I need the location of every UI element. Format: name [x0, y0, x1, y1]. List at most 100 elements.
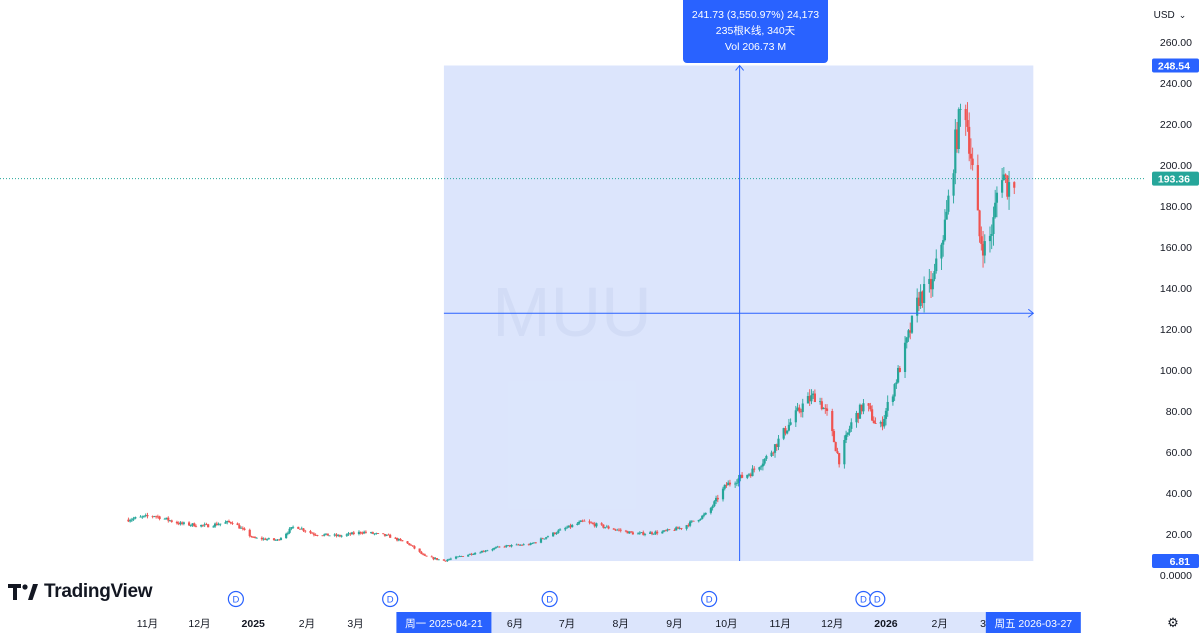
currency-selector[interactable]: USD ⌄: [1147, 4, 1193, 26]
candle[interactable]: [142, 515, 146, 518]
candle[interactable]: [988, 226, 992, 253]
candle[interactable]: [557, 529, 560, 534]
candle[interactable]: [775, 443, 778, 451]
candle[interactable]: [954, 119, 957, 185]
candle[interactable]: [968, 112, 971, 162]
candle[interactable]: [666, 528, 669, 532]
candle[interactable]: [668, 529, 671, 531]
candle[interactable]: [359, 531, 362, 535]
candle[interactable]: [848, 425, 851, 436]
candle[interactable]: [448, 558, 451, 561]
candle[interactable]: [298, 528, 302, 530]
candle[interactable]: [697, 519, 700, 523]
candle[interactable]: [928, 269, 931, 293]
candle[interactable]: [213, 522, 217, 528]
candle[interactable]: [604, 527, 607, 529]
candle[interactable]: [957, 107, 960, 154]
candle[interactable]: [252, 536, 255, 538]
candle[interactable]: [931, 273, 934, 297]
candle[interactable]: [543, 538, 546, 540]
candle[interactable]: [591, 521, 595, 525]
candle[interactable]: [751, 465, 754, 477]
candle[interactable]: [168, 520, 172, 522]
candle[interactable]: [179, 521, 182, 526]
candle[interactable]: [737, 474, 740, 487]
candle[interactable]: [994, 189, 997, 219]
candle[interactable]: [519, 544, 522, 546]
candle[interactable]: [583, 519, 586, 522]
candle[interactable]: [910, 315, 914, 335]
candle[interactable]: [727, 480, 730, 486]
candle[interactable]: [860, 404, 863, 415]
candle[interactable]: [357, 530, 361, 536]
candle[interactable]: [567, 525, 570, 528]
candle[interactable]: [442, 559, 446, 561]
candle[interactable]: [165, 517, 168, 520]
candle[interactable]: [194, 524, 198, 528]
candle[interactable]: [156, 514, 159, 519]
candle[interactable]: [636, 532, 640, 535]
candle[interactable]: [966, 102, 969, 132]
candles-layer[interactable]: [127, 102, 1016, 562]
candle[interactable]: [893, 383, 896, 401]
candle[interactable]: [493, 547, 496, 551]
candle[interactable]: [486, 549, 489, 552]
candle[interactable]: [940, 242, 943, 271]
candle[interactable]: [905, 336, 908, 349]
candle[interactable]: [382, 533, 385, 535]
candle[interactable]: [714, 495, 718, 505]
candle[interactable]: [869, 402, 872, 412]
candle[interactable]: [886, 395, 889, 417]
candle[interactable]: [711, 504, 714, 511]
candle[interactable]: [735, 479, 738, 487]
candle[interactable]: [276, 538, 279, 542]
candle[interactable]: [1007, 171, 1011, 210]
candle[interactable]: [607, 525, 610, 530]
candle[interactable]: [952, 169, 955, 204]
candle[interactable]: [895, 379, 898, 389]
candle[interactable]: [314, 533, 317, 537]
candle[interactable]: [643, 533, 647, 537]
candle[interactable]: [432, 556, 435, 561]
candle[interactable]: [324, 533, 328, 536]
candle[interactable]: [983, 234, 986, 264]
candle[interactable]: [933, 263, 936, 282]
candle[interactable]: [799, 408, 803, 418]
candle[interactable]: [291, 525, 295, 529]
candle[interactable]: [189, 524, 192, 527]
candle[interactable]: [349, 532, 352, 536]
candle[interactable]: [640, 532, 643, 534]
candle[interactable]: [449, 557, 452, 561]
candle[interactable]: [978, 209, 981, 243]
candle[interactable]: [472, 553, 475, 556]
candle[interactable]: [798, 404, 801, 414]
candle[interactable]: [761, 459, 764, 471]
candle[interactable]: [564, 526, 567, 532]
candle[interactable]: [182, 521, 185, 526]
candle[interactable]: [992, 206, 995, 246]
candle[interactable]: [569, 523, 572, 529]
candle[interactable]: [482, 550, 485, 553]
candle[interactable]: [723, 484, 726, 491]
candle[interactable]: [458, 555, 461, 558]
candle[interactable]: [517, 543, 520, 546]
candle[interactable]: [219, 523, 222, 527]
candle[interactable]: [316, 534, 319, 537]
candle[interactable]: [612, 527, 615, 530]
candle[interactable]: [701, 515, 704, 520]
candle[interactable]: [446, 558, 449, 562]
candle[interactable]: [857, 412, 860, 424]
candle[interactable]: [578, 520, 581, 525]
candle[interactable]: [955, 121, 959, 153]
candle[interactable]: [628, 531, 631, 534]
candle[interactable]: [789, 418, 792, 426]
candle[interactable]: [413, 545, 416, 550]
candle[interactable]: [590, 521, 593, 524]
candle[interactable]: [134, 516, 137, 520]
candle[interactable]: [758, 466, 761, 472]
candle[interactable]: [642, 530, 645, 536]
candle[interactable]: [401, 540, 404, 542]
candle[interactable]: [872, 416, 875, 424]
candle[interactable]: [539, 537, 543, 544]
candle[interactable]: [916, 288, 919, 323]
